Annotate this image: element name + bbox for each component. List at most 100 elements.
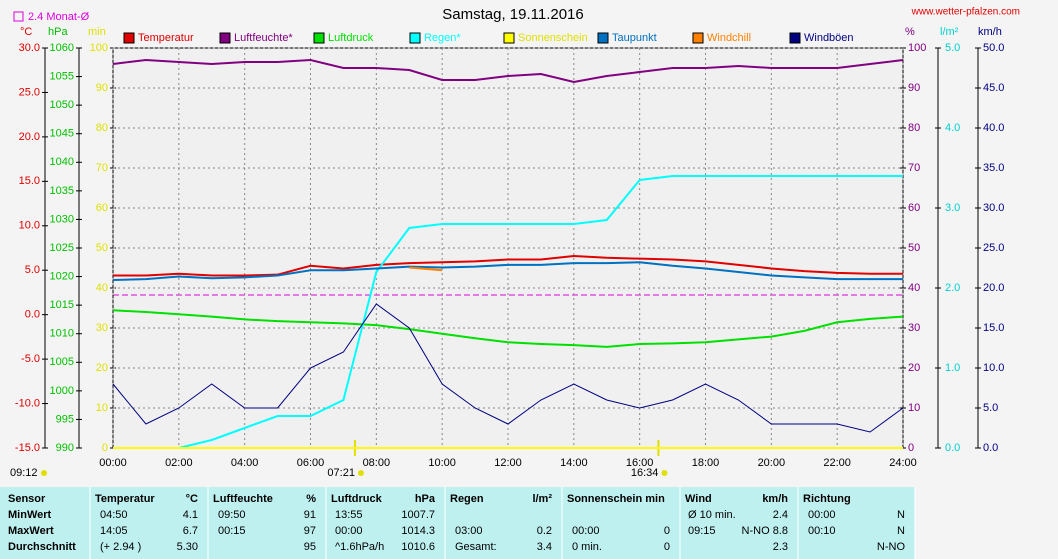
table-cell: 2.4 (773, 509, 788, 521)
table-cell: 5.30 (177, 541, 198, 553)
y-tick-label: 25.0 (983, 242, 1004, 254)
table-header: Regen (450, 493, 484, 505)
x-tick-label: 02:00 (165, 457, 193, 469)
axis-unit: % (905, 26, 915, 38)
legend-label: Luftfeuchte* (234, 32, 293, 44)
note-icon (13, 11, 24, 22)
row-label: Durchschnitt (8, 541, 76, 553)
y-tick-label: 1045 (50, 128, 74, 140)
table-cell: 04:50 (100, 509, 128, 521)
y-tick-label: 1025 (50, 242, 74, 254)
y-tick-label: 20 (96, 362, 108, 374)
x-tick-label: 10:00 (428, 457, 456, 469)
y-tick-label: 15.0 (19, 175, 40, 187)
y-tick-label: 1055 (50, 70, 74, 82)
axis-unit: l/m² (940, 26, 959, 38)
y-tick-label: 10 (908, 402, 920, 414)
table-cell: N-NO 8.8 (742, 525, 788, 537)
y-tick-label: 1030 (50, 213, 74, 225)
x-tick-label: 00:00 (99, 457, 127, 469)
table-cell: 03:00 (455, 525, 483, 537)
y-tick-label: 40 (96, 282, 108, 294)
legend-label: Sonnenschein (518, 32, 588, 44)
y-tick-label: 990 (56, 442, 74, 454)
legend-swatch (409, 32, 421, 44)
y-tick-label: 80 (96, 122, 108, 134)
table-bg (0, 487, 915, 559)
legend-swatch (219, 32, 231, 44)
legend-swatch (313, 32, 325, 44)
y-tick-label: 100 (908, 42, 926, 54)
table-cell: 1010.6 (401, 541, 435, 553)
legend-swatch (503, 32, 515, 44)
legend-label: Taupunkt (612, 32, 657, 44)
axis-unit: °C (20, 26, 32, 38)
series-line (112, 309, 904, 348)
legend-label: Regen* (424, 32, 461, 44)
legend-swatch (123, 32, 135, 44)
y-tick-label: 1035 (50, 185, 74, 197)
y-tick-label: 0.0 (25, 309, 40, 321)
table-cell: 4.1 (183, 509, 198, 521)
table-cell: 00:15 (218, 525, 246, 537)
sun-icon (41, 470, 47, 476)
table-cell: Ø 10 min. (688, 509, 736, 521)
y-tick-label: 45.0 (983, 82, 1004, 94)
y-tick-label: 1010 (50, 328, 74, 340)
y-tick-label: 40 (908, 282, 920, 294)
y-tick-label: 1015 (50, 299, 74, 311)
legend-label: Temperatur (138, 32, 194, 44)
y-tick-label: 995 (56, 413, 74, 425)
table-cell: (+ 2.94 ) (100, 541, 141, 553)
table-header: °C (186, 493, 198, 505)
series-line (113, 254, 903, 277)
x-tick-label: 08:00 (363, 457, 391, 469)
y-tick-label: 4.0 (945, 122, 960, 134)
y-tick-label: 1060 (50, 42, 74, 54)
y-tick-label: 5.0 (25, 264, 40, 276)
legend-swatch (789, 32, 801, 44)
table-header: hPa (415, 493, 436, 505)
table-cell: 09:15 (688, 525, 716, 537)
table-header: km/h (762, 493, 788, 505)
y-tick-label: 1040 (50, 156, 74, 168)
series-line (112, 58, 904, 84)
y-tick-label: 30.0 (19, 42, 40, 54)
sun-icon (661, 470, 668, 476)
table-cell: 91 (304, 509, 316, 521)
y-tick-label: 10 (96, 402, 108, 414)
y-tick-label: 50 (96, 242, 108, 254)
table-cell: 95 (304, 541, 316, 553)
sun-label: 16:34 (631, 467, 659, 479)
series-line (112, 261, 903, 281)
x-tick-label: 16:00 (626, 457, 654, 469)
y-tick-label: 15.0 (983, 322, 1004, 334)
table-cell: 0 (664, 541, 670, 553)
y-tick-label: 10.0 (19, 220, 40, 232)
y-tick-label: 80 (908, 122, 920, 134)
y-tick-label: 70 (96, 162, 108, 174)
table-header: Temperatur (95, 493, 155, 505)
legend-label: Luftdruck (328, 32, 374, 44)
x-tick-label: 18:00 (692, 457, 720, 469)
table-header: Wind (685, 493, 712, 505)
axis-unit: min (88, 26, 106, 38)
table-cell: Gesamt: (455, 541, 497, 553)
y-tick-label: 10.0 (983, 362, 1004, 374)
x-tick-label: 04:00 (231, 457, 259, 469)
y-tick-label: 90 (908, 82, 920, 94)
y-tick-label: 5.0 (983, 402, 998, 414)
y-tick-label: 35.0 (983, 162, 1004, 174)
y-tick-label: 1000 (50, 385, 74, 397)
y-tick-label: 20 (908, 362, 920, 374)
series-line (409, 266, 443, 272)
table-cell: 2.3 (773, 541, 788, 553)
table-cell: 13:55 (335, 509, 363, 521)
y-tick-label: 5.0 (945, 42, 960, 54)
y-tick-label: 1050 (50, 99, 74, 111)
y-tick-label: 100 (90, 42, 108, 54)
x-tick-label: 24:00 (889, 457, 917, 469)
y-tick-label: 3.0 (945, 202, 960, 214)
x-tick-label: 20:00 (758, 457, 786, 469)
